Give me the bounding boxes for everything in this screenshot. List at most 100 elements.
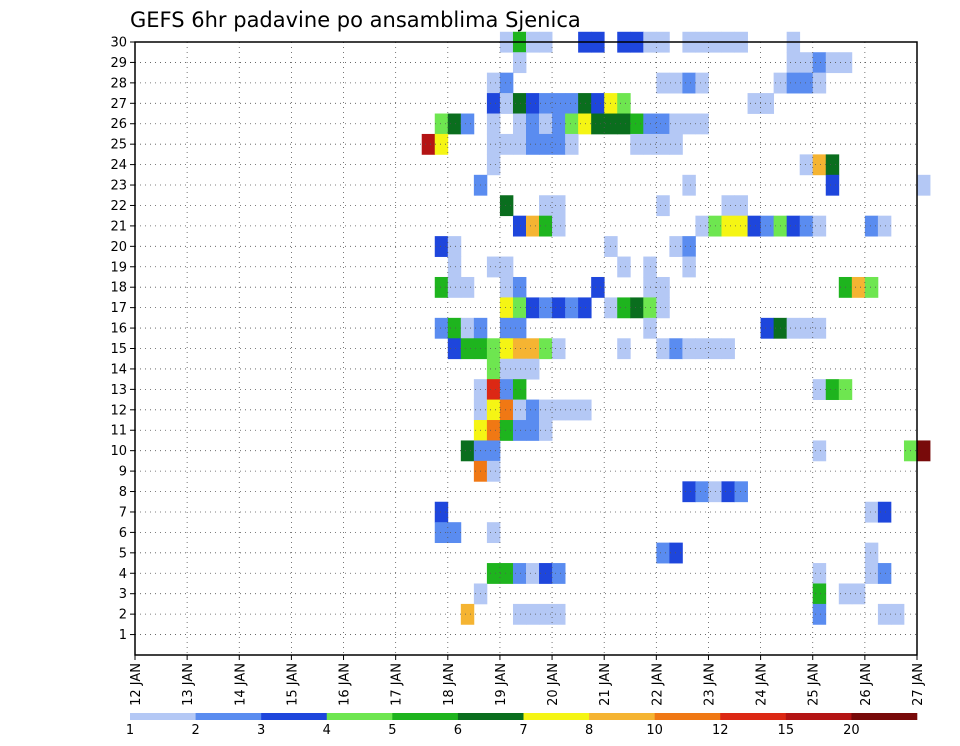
heatmap-cell xyxy=(526,563,540,584)
heatmap-cell xyxy=(526,338,540,360)
heatmap-cell xyxy=(825,52,840,74)
heatmap-cell xyxy=(734,215,748,237)
x-tick-label: 25 JAN xyxy=(807,663,822,706)
heatmap-cell xyxy=(434,522,449,544)
heatmap-cell xyxy=(421,133,436,155)
heatmap-cell xyxy=(512,52,527,74)
heatmap-cell xyxy=(695,113,709,135)
y-tick-label: 3 xyxy=(119,587,127,602)
heatmap-cell xyxy=(512,379,527,400)
heatmap-cell xyxy=(499,195,514,217)
y-tick-label: 7 xyxy=(119,505,127,520)
heatmap-cell xyxy=(565,93,579,114)
heatmap-cell xyxy=(669,113,683,135)
heatmap-cell xyxy=(578,113,592,135)
cells-layer xyxy=(421,31,931,625)
heatmap-cell xyxy=(812,52,827,74)
heatmap-cell xyxy=(460,440,475,462)
heatmap-cell xyxy=(786,72,801,94)
legend-label: 12 xyxy=(712,723,729,738)
heatmap-cell xyxy=(499,133,514,155)
heatmap-cell xyxy=(526,133,540,155)
x-tick-label: 27 JAN xyxy=(911,663,926,706)
y-tick-label: 24 xyxy=(110,158,127,173)
heatmap-cell xyxy=(812,215,827,237)
y-tick-label: 16 xyxy=(110,322,127,337)
heatmap-cell xyxy=(486,256,501,278)
x-tick-label: 21 JAN xyxy=(598,663,613,706)
heatmap-cell xyxy=(486,399,501,421)
legend-swatch xyxy=(589,713,655,720)
heatmap-cell xyxy=(812,603,827,625)
x-axis-ticks: 12 JAN 13 JAN 14 JAN 15 JAN 16 JAN 17 JAN 18 J… xyxy=(129,655,926,706)
x-tick-label: 15 JAN xyxy=(285,663,300,706)
heatmap-cell xyxy=(825,379,840,400)
heatmap-cell xyxy=(499,563,514,584)
heatmap-cell xyxy=(499,297,514,319)
heatmap-cell xyxy=(486,522,501,544)
heatmap-cell xyxy=(617,338,631,360)
heatmap-cell xyxy=(434,133,449,155)
heatmap-cell xyxy=(656,542,670,564)
y-tick-label: 19 xyxy=(110,260,127,275)
heatmap-cell xyxy=(656,133,670,155)
heatmap-cell xyxy=(512,133,527,155)
heatmap-cell xyxy=(552,113,566,135)
heatmap-cell xyxy=(721,481,735,503)
heatmap-cell xyxy=(460,276,475,298)
heatmap-cell xyxy=(851,583,866,605)
y-tick-label: 1 xyxy=(119,628,127,643)
heatmap-cell xyxy=(447,256,462,278)
heatmap-cell xyxy=(617,256,631,278)
heatmap-cell xyxy=(812,440,827,462)
heatmap-cell xyxy=(591,113,605,135)
legend-label: 7 xyxy=(519,723,527,738)
heatmap-cell xyxy=(512,113,527,135)
heatmap-cell xyxy=(486,440,501,462)
heatmap-cell xyxy=(552,133,566,155)
heatmap-cell xyxy=(682,481,696,503)
heatmap-cell xyxy=(460,338,475,360)
legend-swatch xyxy=(785,713,852,720)
x-tick-label: 14 JAN xyxy=(233,663,248,706)
heatmap-cell xyxy=(526,358,540,380)
heatmap-cell xyxy=(760,93,775,114)
heatmap-cell xyxy=(721,338,735,360)
heatmap-cell xyxy=(630,133,644,155)
legend-swatch xyxy=(326,713,393,720)
y-tick-label: 2 xyxy=(119,608,127,623)
heatmap-cell xyxy=(565,297,579,319)
y-tick-label: 21 xyxy=(110,219,127,234)
heatmap-cell xyxy=(486,563,501,584)
legend-swatch xyxy=(261,713,328,720)
heatmap-cell xyxy=(669,72,683,94)
heatmap-cell xyxy=(786,317,801,339)
legend-label: 20 xyxy=(843,723,860,738)
heatmap-cell xyxy=(552,297,566,319)
heatmap-cell xyxy=(669,542,683,564)
heatmap-cell xyxy=(526,399,540,421)
heatmap-cell xyxy=(917,440,931,462)
chart-title: GEFS 6hr padavine po ansamblima Sjenica xyxy=(130,8,581,32)
heatmap-cell xyxy=(617,113,631,135)
y-tick-label: 6 xyxy=(119,526,127,541)
heatmap-cell xyxy=(447,338,462,360)
heatmap-cell xyxy=(799,317,814,339)
heatmap-cell xyxy=(630,113,644,135)
heatmap-cell xyxy=(526,297,540,319)
heatmap-cell xyxy=(526,603,540,625)
heatmap-cell xyxy=(917,174,931,196)
heatmap-cell xyxy=(786,215,801,237)
y-tick-label: 5 xyxy=(119,546,127,561)
x-tick-label: 26 JAN xyxy=(859,663,874,706)
legend-label: 2 xyxy=(191,723,199,738)
y-tick-label: 10 xyxy=(110,444,127,459)
heatmap-cell xyxy=(486,113,501,135)
y-tick-label: 9 xyxy=(119,465,127,480)
y-tick-label: 26 xyxy=(110,117,127,132)
heatmap-cell xyxy=(499,72,514,94)
heatmap-cell xyxy=(877,603,892,625)
heatmap-cell xyxy=(499,317,514,339)
legend-swatch xyxy=(720,713,787,720)
heatmap-cell xyxy=(812,72,827,94)
